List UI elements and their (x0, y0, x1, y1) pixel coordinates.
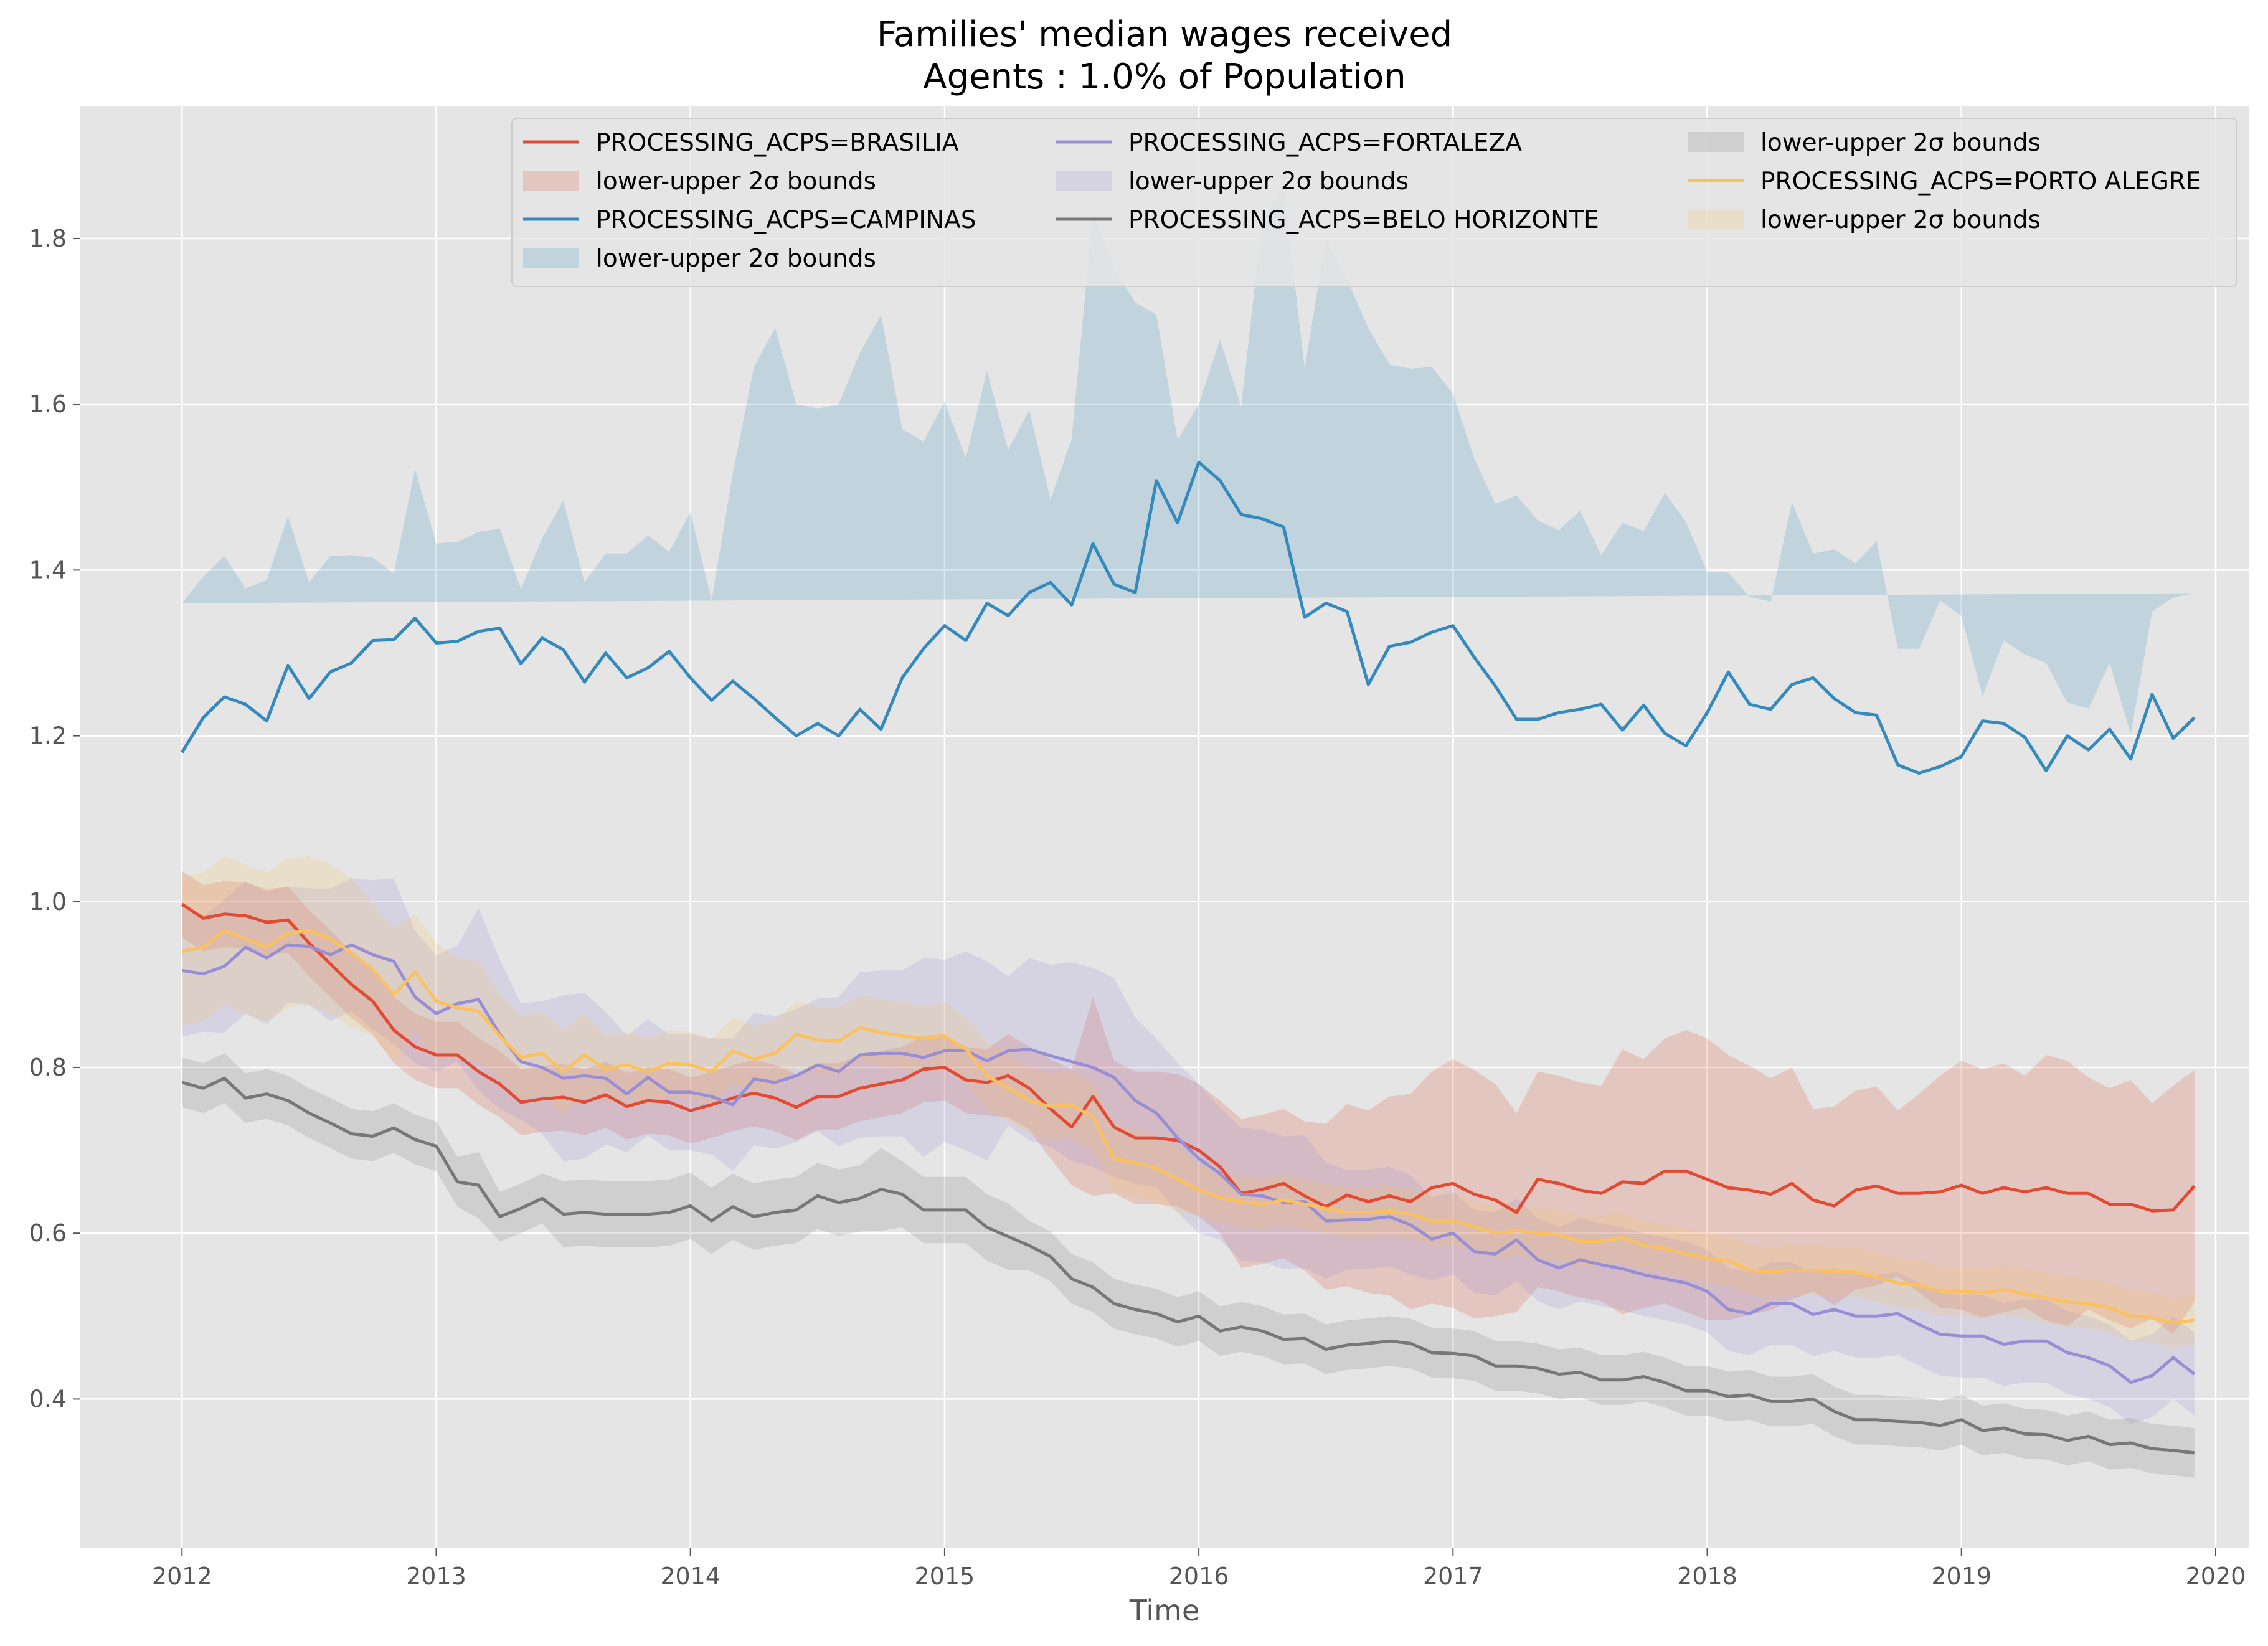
legend-label: PROCESSING_ACPS=BRASILIA (596, 129, 959, 157)
legend-band-swatch (523, 171, 579, 191)
series-band (182, 878, 2195, 1424)
legend: PROCESSING_ACPS=BRASILIA lower-upper 2σ b… (511, 118, 2237, 287)
legend-band-swatch (1688, 132, 1744, 152)
x-tick-label: 2016 (1169, 1563, 1229, 1590)
y-tick-label: 1.2 (29, 722, 67, 750)
series-band (182, 187, 2195, 734)
series-line (181, 902, 2196, 1214)
x-tick-label: 2012 (152, 1563, 212, 1590)
chart-title: Families' median wages received (877, 14, 1452, 55)
legend-band-swatch (1688, 209, 1744, 229)
series-band (182, 856, 2195, 1348)
confidence-bands (182, 187, 2195, 1478)
y-tick-label: 1.8 (29, 225, 67, 252)
legend-label: lower-upper 2σ bounds (596, 245, 876, 273)
x-tick-label: 2017 (1423, 1563, 1483, 1590)
legend-label: PROCESSING_ACPS=PORTO ALEGRE (1760, 168, 2201, 196)
legend-label: PROCESSING_ACPS=BELO HORIZONTE (1128, 206, 1599, 234)
x-tick-label: 2014 (660, 1563, 721, 1590)
x-tick-label: 2019 (1931, 1563, 1992, 1590)
legend-label: lower-upper 2σ bounds (1760, 129, 2041, 157)
x-tick-label: 2020 (2186, 1563, 2246, 1590)
y-tick-label: 1.4 (29, 556, 67, 584)
x-tick-label: 2015 (915, 1563, 975, 1590)
x-axis-label: Time (1129, 1594, 1200, 1627)
x-tick-label: 2018 (1677, 1563, 1737, 1590)
legend-label: PROCESSING_ACPS=CAMPINAS (596, 206, 976, 234)
series-line (181, 943, 2196, 1384)
y-tick-label: 0.6 (29, 1219, 67, 1247)
x-tick-label: 2013 (406, 1563, 466, 1590)
y-tick-label: 0.4 (29, 1385, 67, 1412)
legend-label: PROCESSING_ACPS=FORTALEZA (1128, 129, 1522, 157)
series-band (182, 1053, 2195, 1478)
chart-subtitle: Agents : 1.0% of Population (923, 57, 1406, 97)
axis-ticks: 2012 2013 2014 2015 2016 2017 2018 2019 2020 0.4 0… (29, 225, 2246, 1590)
legend-label: lower-upper 2σ bounds (596, 168, 876, 196)
legend-label: lower-upper 2σ bounds (1760, 206, 2041, 234)
legend-frame (511, 118, 2237, 287)
y-tick-label: 0.8 (29, 1054, 67, 1081)
series-band (182, 871, 2195, 1335)
y-tick-label: 1.6 (29, 390, 67, 418)
legend-band-swatch (523, 248, 579, 268)
series-lines (181, 460, 2196, 1455)
y-tick-label: 1.0 (29, 888, 67, 915)
series-line (181, 1076, 2195, 1455)
series-line (181, 929, 2195, 1325)
plot-area (80, 106, 2249, 1548)
series-line (181, 460, 2196, 775)
legend-band-swatch (1056, 171, 1112, 191)
legend-label: lower-upper 2σ bounds (1128, 168, 1409, 196)
